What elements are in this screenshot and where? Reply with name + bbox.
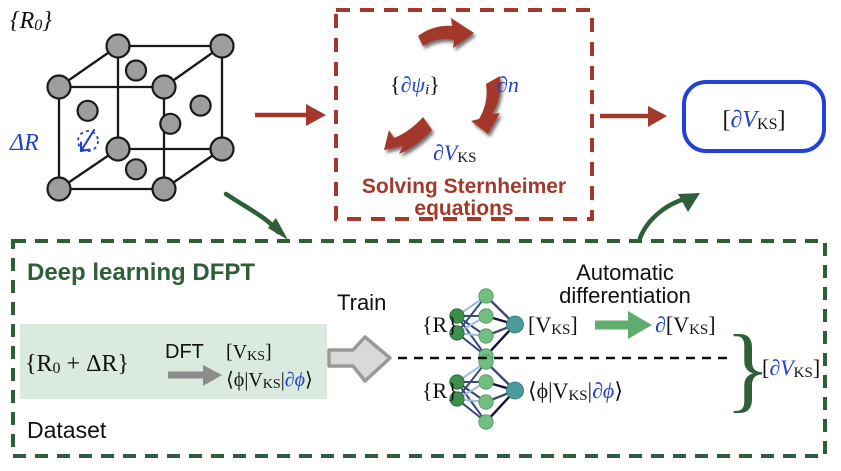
svg-text:Deep learning DFPT: Deep learning DFPT	[27, 259, 255, 286]
svg-text:Dataset: Dataset	[27, 417, 107, 443]
svg-text:[∂VKS]: [∂VKS]	[762, 355, 820, 381]
svg-text:Solving Sternheimer: Solving Sternheimer	[362, 175, 566, 198]
svg-text:∂VKS: ∂VKS	[433, 140, 477, 166]
svg-text:differentiation: differentiation	[559, 283, 691, 308]
svg-text:{R}: {R}	[422, 378, 458, 403]
svg-text:equations: equations	[414, 197, 513, 220]
svg-text:⟨ϕ|VKS|∂ϕ⟩: ⟨ϕ|VKS|∂ϕ⟩	[528, 378, 623, 404]
svg-text:∂n: ∂n	[497, 72, 519, 97]
svg-text:[VKS]: [VKS]	[528, 312, 578, 338]
svg-text:Automatic: Automatic	[576, 260, 674, 285]
svg-text:{R}: {R}	[422, 312, 458, 337]
svg-text:ΔR: ΔR	[9, 130, 39, 156]
svg-text:{R0}: {R0}	[10, 8, 52, 34]
svg-text:{R0 + ΔR}: {R0 + ΔR}	[25, 351, 129, 377]
svg-text:∂[VKS]: ∂[VKS]	[655, 312, 716, 338]
svg-text:[∂VKS]: [∂VKS]	[723, 107, 786, 133]
svg-text:DFT: DFT	[165, 341, 204, 363]
svg-text:Train: Train	[337, 290, 386, 315]
svg-text:{∂ψi}: {∂ψi}	[390, 72, 440, 98]
